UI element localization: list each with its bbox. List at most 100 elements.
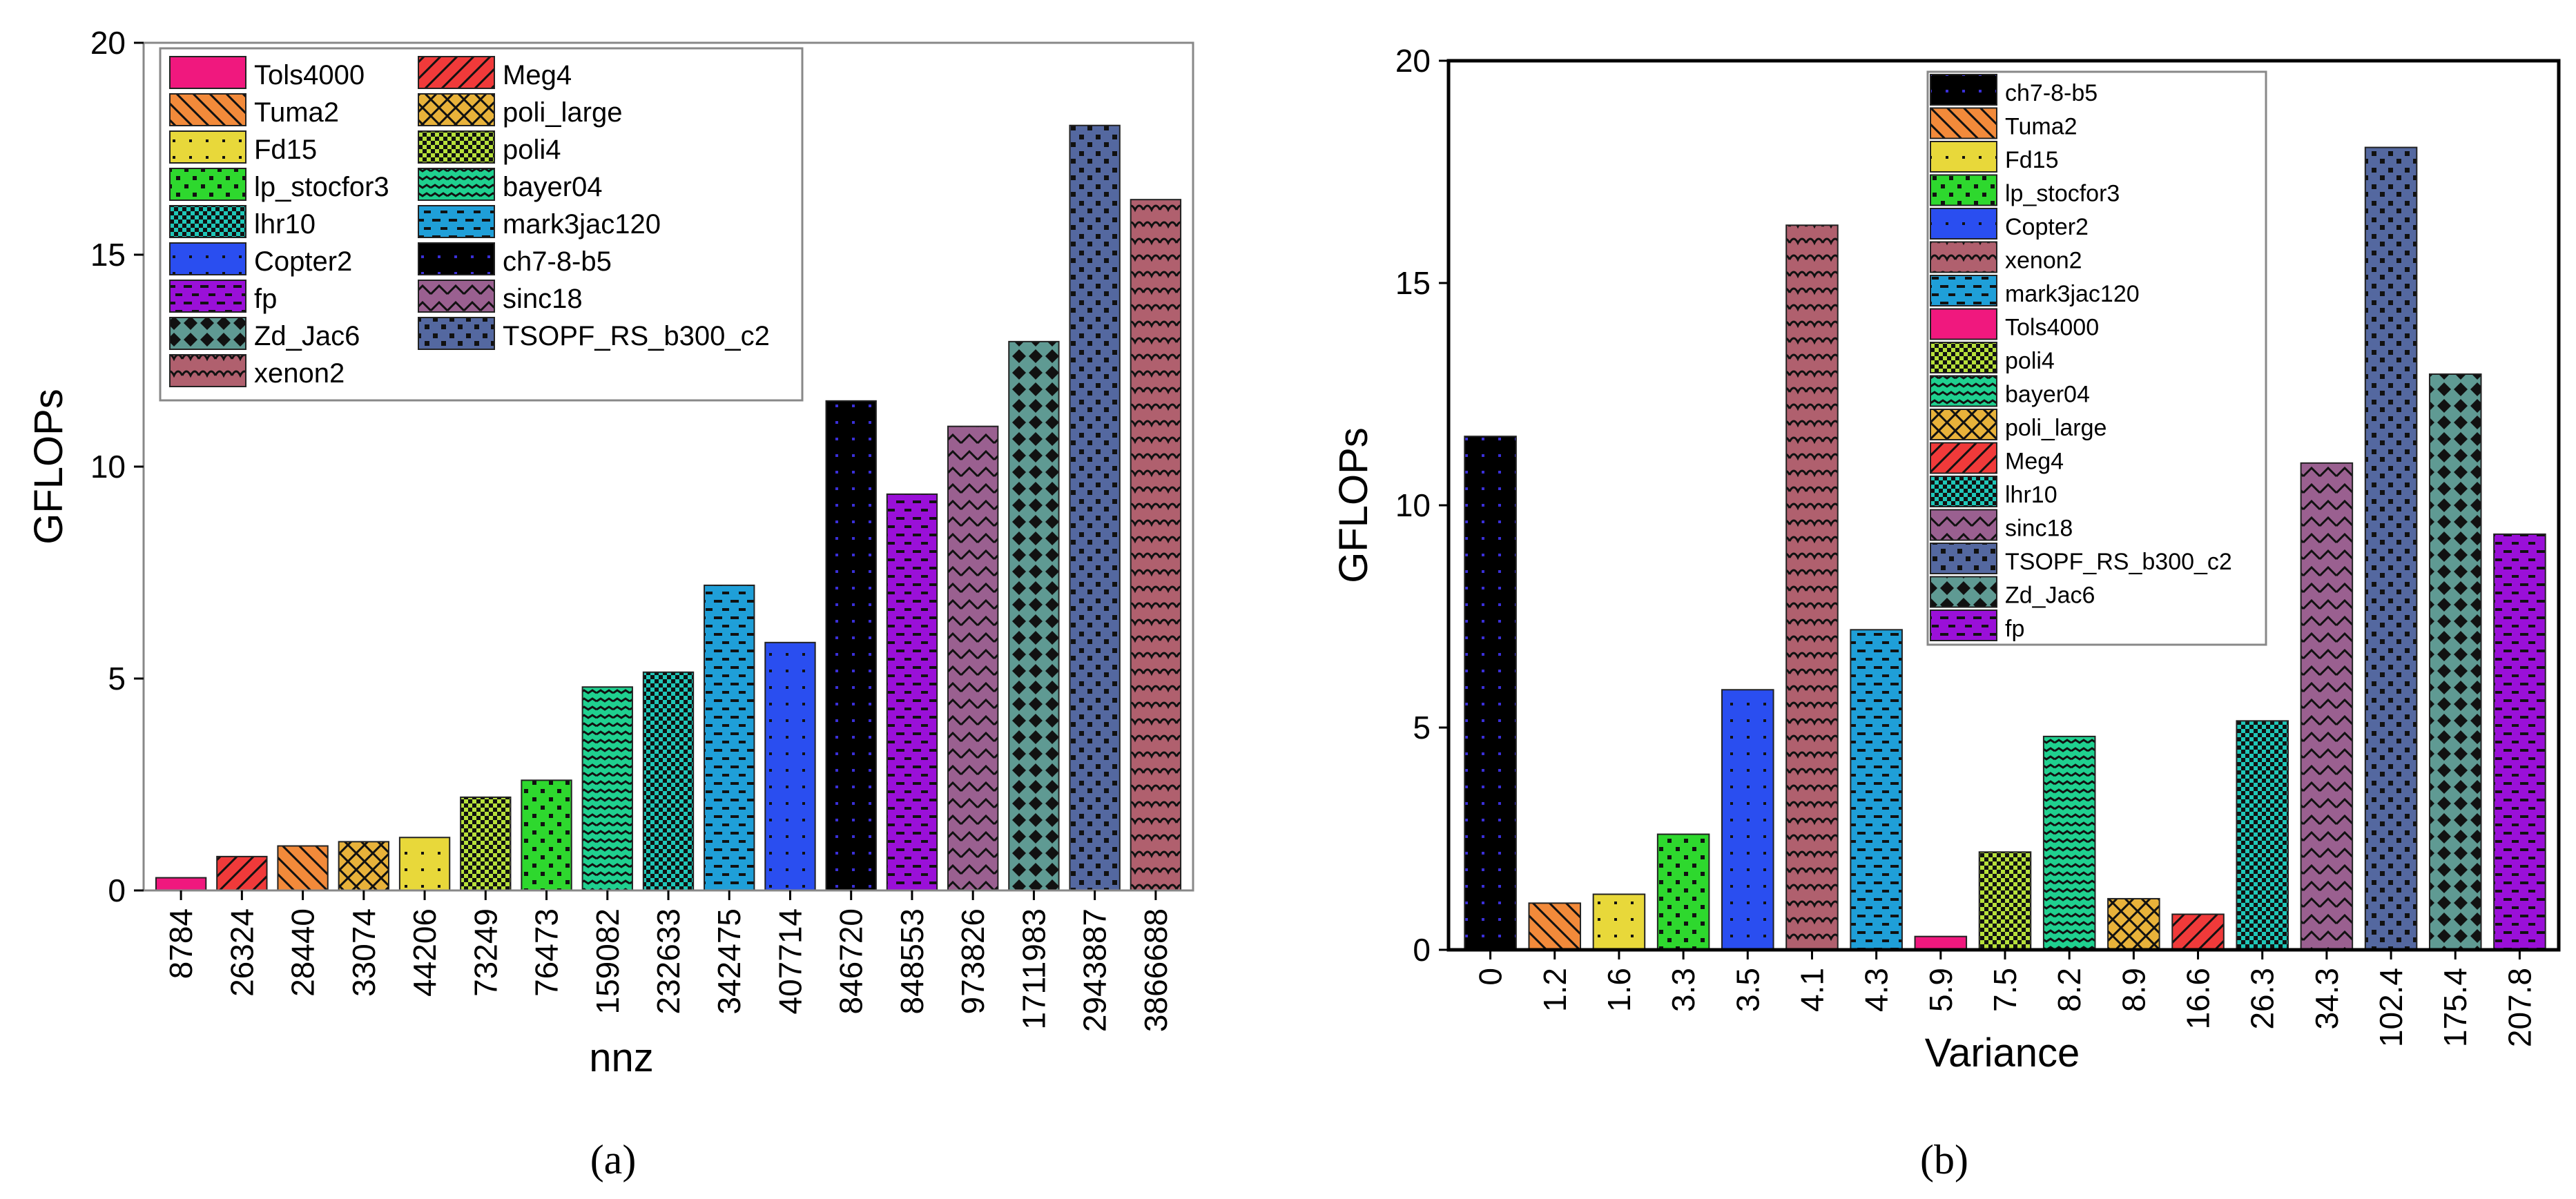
legend-label-poli4: poli4 <box>503 135 561 165</box>
bar-xenon2 <box>1785 224 1839 951</box>
x-axis-title-b: Variance <box>1925 1031 2080 1075</box>
legend-label-mark3jac120: mark3jac120 <box>2005 281 2140 307</box>
legend-label-ch7-8-b5: ch7-8-b5 <box>503 246 612 277</box>
x-tick-label: 102.4 <box>2373 968 2409 1047</box>
legend-swatch-mark3jac120 <box>1930 275 1997 306</box>
x-tick-label: 2943887 <box>1077 908 1113 1032</box>
bar-poli4 <box>1978 851 2032 951</box>
x-tick-label: 3866688 <box>1138 908 1174 1032</box>
x-tick-label: 1711983 <box>1016 908 1052 1030</box>
bar-tsopf-rs-b300-c2 <box>1069 124 1121 892</box>
x-tick-label: 175.4 <box>2437 968 2473 1047</box>
legend-swatch-copter2 <box>169 242 246 275</box>
x-tick-label: 34.3 <box>2309 968 2345 1030</box>
legend-label-lhr10: lhr10 <box>2005 482 2057 508</box>
bar-copter2 <box>764 641 816 891</box>
legend-swatch-mark3jac120 <box>418 205 495 238</box>
x-tick-label: 16.6 <box>2180 968 2216 1030</box>
bar-lhr10 <box>642 671 695 891</box>
x-tick-label: 232633 <box>650 908 686 1015</box>
legend-swatch-lhr10 <box>169 205 246 238</box>
y-tick-label: 0 <box>108 873 126 908</box>
legend-label-zd-jac6: Zd_Jac6 <box>2005 583 2095 609</box>
legend-swatch-lp-stocfor3 <box>1930 174 1997 206</box>
x-tick-label: 5.9 <box>1923 968 1959 1012</box>
legend-swatch-fd15 <box>169 130 246 164</box>
legend-swatch-meg4 <box>418 56 495 89</box>
x-tick-label: 846720 <box>833 908 869 1015</box>
bar-zd-jac6 <box>2428 373 2482 951</box>
legend-swatch-tuma2 <box>169 93 246 126</box>
bar-tsopf-rs-b300-c2 <box>2364 146 2418 951</box>
legend-label-ch7-8-b5: ch7-8-b5 <box>2005 80 2098 106</box>
legend-a: Tols4000 Tuma2 Fd15 lp_stocfor3 lhr10 Copter2… <box>159 47 804 402</box>
bar-poli-large <box>2107 897 2160 951</box>
legend-label-lp-stocfor3: lp_stocfor3 <box>254 172 389 202</box>
legend-swatch-tsopf-rs-b300-c2 <box>418 317 495 350</box>
legend-swatch-meg4 <box>1930 442 1997 474</box>
x-tick-label: 8.2 <box>2051 968 2087 1012</box>
legend-swatch-fd15 <box>1930 141 1997 173</box>
axes-a: 8784 26324 28440 33074 44206 73249 76473 159082… <box>90 25 1174 1032</box>
bar-ch7-8-b5 <box>1464 436 1517 951</box>
legend-swatch-bayer04 <box>418 168 495 201</box>
x-tick-label: 1.6 <box>1601 968 1637 1012</box>
x-tick-label: 3.3 <box>1665 968 1701 1012</box>
bar-sinc18 <box>2300 462 2354 951</box>
x-tick-label: 0 <box>1473 968 1509 986</box>
y-tick-label: 5 <box>1413 710 1431 745</box>
legend-label-poli4: poli4 <box>2005 348 2055 374</box>
x-tick-label: 76473 <box>529 908 565 997</box>
legend-swatch-tols4000 <box>1930 308 1997 340</box>
legend-swatch-fp <box>169 280 246 313</box>
bar-meg4 <box>2171 913 2225 951</box>
legend-label-meg4: Meg4 <box>2005 449 2064 475</box>
x-tick-label: 1.2 <box>1537 968 1573 1012</box>
x-tick-label: 973826 <box>955 908 991 1015</box>
legend-swatch-tsopf-rs-b300-c2 <box>1930 543 1997 574</box>
legend-swatch-fp <box>1930 610 1997 641</box>
axes-b: 0 1.2 1.6 3.3 3.5 4.1 4.3 5.9 7.5 8.2 8.9 16.6 26.3 3… <box>1395 43 2538 1047</box>
x-tick-label: 28440 <box>285 908 321 997</box>
bar-tuma2 <box>277 845 329 892</box>
legend-label-xenon2: xenon2 <box>254 358 345 389</box>
x-tick-label: 33074 <box>346 908 382 997</box>
y-tick-label: 15 <box>1395 265 1431 301</box>
legend-label-zd-jac6: Zd_Jac6 <box>254 321 360 351</box>
legend-label-mark3jac120: mark3jac120 <box>503 209 661 240</box>
bar-lp-stocfor3 <box>521 779 572 891</box>
y-tick-label: 15 <box>90 237 126 273</box>
bar-zd-jac6 <box>1008 340 1060 891</box>
legend-swatch-poli-large <box>1930 409 1997 440</box>
legend-swatch-ch7-8-b5 <box>418 242 495 275</box>
bar-poli4 <box>460 796 512 892</box>
legend-swatch-sinc18 <box>418 280 495 313</box>
bar-meg4 <box>216 855 268 892</box>
legend-label-sinc18: sinc18 <box>503 284 583 314</box>
x-tick-label: 26.3 <box>2245 968 2280 1030</box>
bar-mark3jac120 <box>704 584 755 891</box>
bar-bayer04 <box>581 686 633 892</box>
bar-copter2 <box>1721 689 1774 951</box>
legend-label-bayer04: bayer04 <box>2005 382 2090 408</box>
x-tick-label: 207.8 <box>2501 968 2537 1047</box>
y-tick-label: 20 <box>90 25 126 61</box>
panel-label-b: (b) <box>1920 1137 1968 1182</box>
legend-swatch-copter2 <box>1930 208 1997 240</box>
legend-label-tols4000: Tols4000 <box>254 60 365 90</box>
x-tick-label: 8.9 <box>2115 968 2151 1012</box>
y-tick-label: 0 <box>1413 932 1431 968</box>
legend-label-tsopf-rs-b300-c2: TSOPF_RS_b300_c2 <box>2005 549 2232 575</box>
bar-fp <box>2493 533 2546 951</box>
legend-label-lp-stocfor3: lp_stocfor3 <box>2005 181 2120 207</box>
bar-lp-stocfor3 <box>1656 833 1710 951</box>
y-tick-label: 5 <box>108 661 126 696</box>
legend-label-tuma2: Tuma2 <box>2005 114 2078 140</box>
legend-b: ch7-8-b5 Tuma2 Fd15 lp_stocfor3 Copter2 xenon… <box>1926 70 2267 646</box>
legend-swatch-bayer04 <box>1930 375 1997 407</box>
legend-swatch-tols4000 <box>169 56 246 89</box>
bar-poli-large <box>338 841 390 892</box>
legend-swatch-lhr10 <box>1930 476 1997 507</box>
bar-lhr10 <box>2236 720 2289 951</box>
